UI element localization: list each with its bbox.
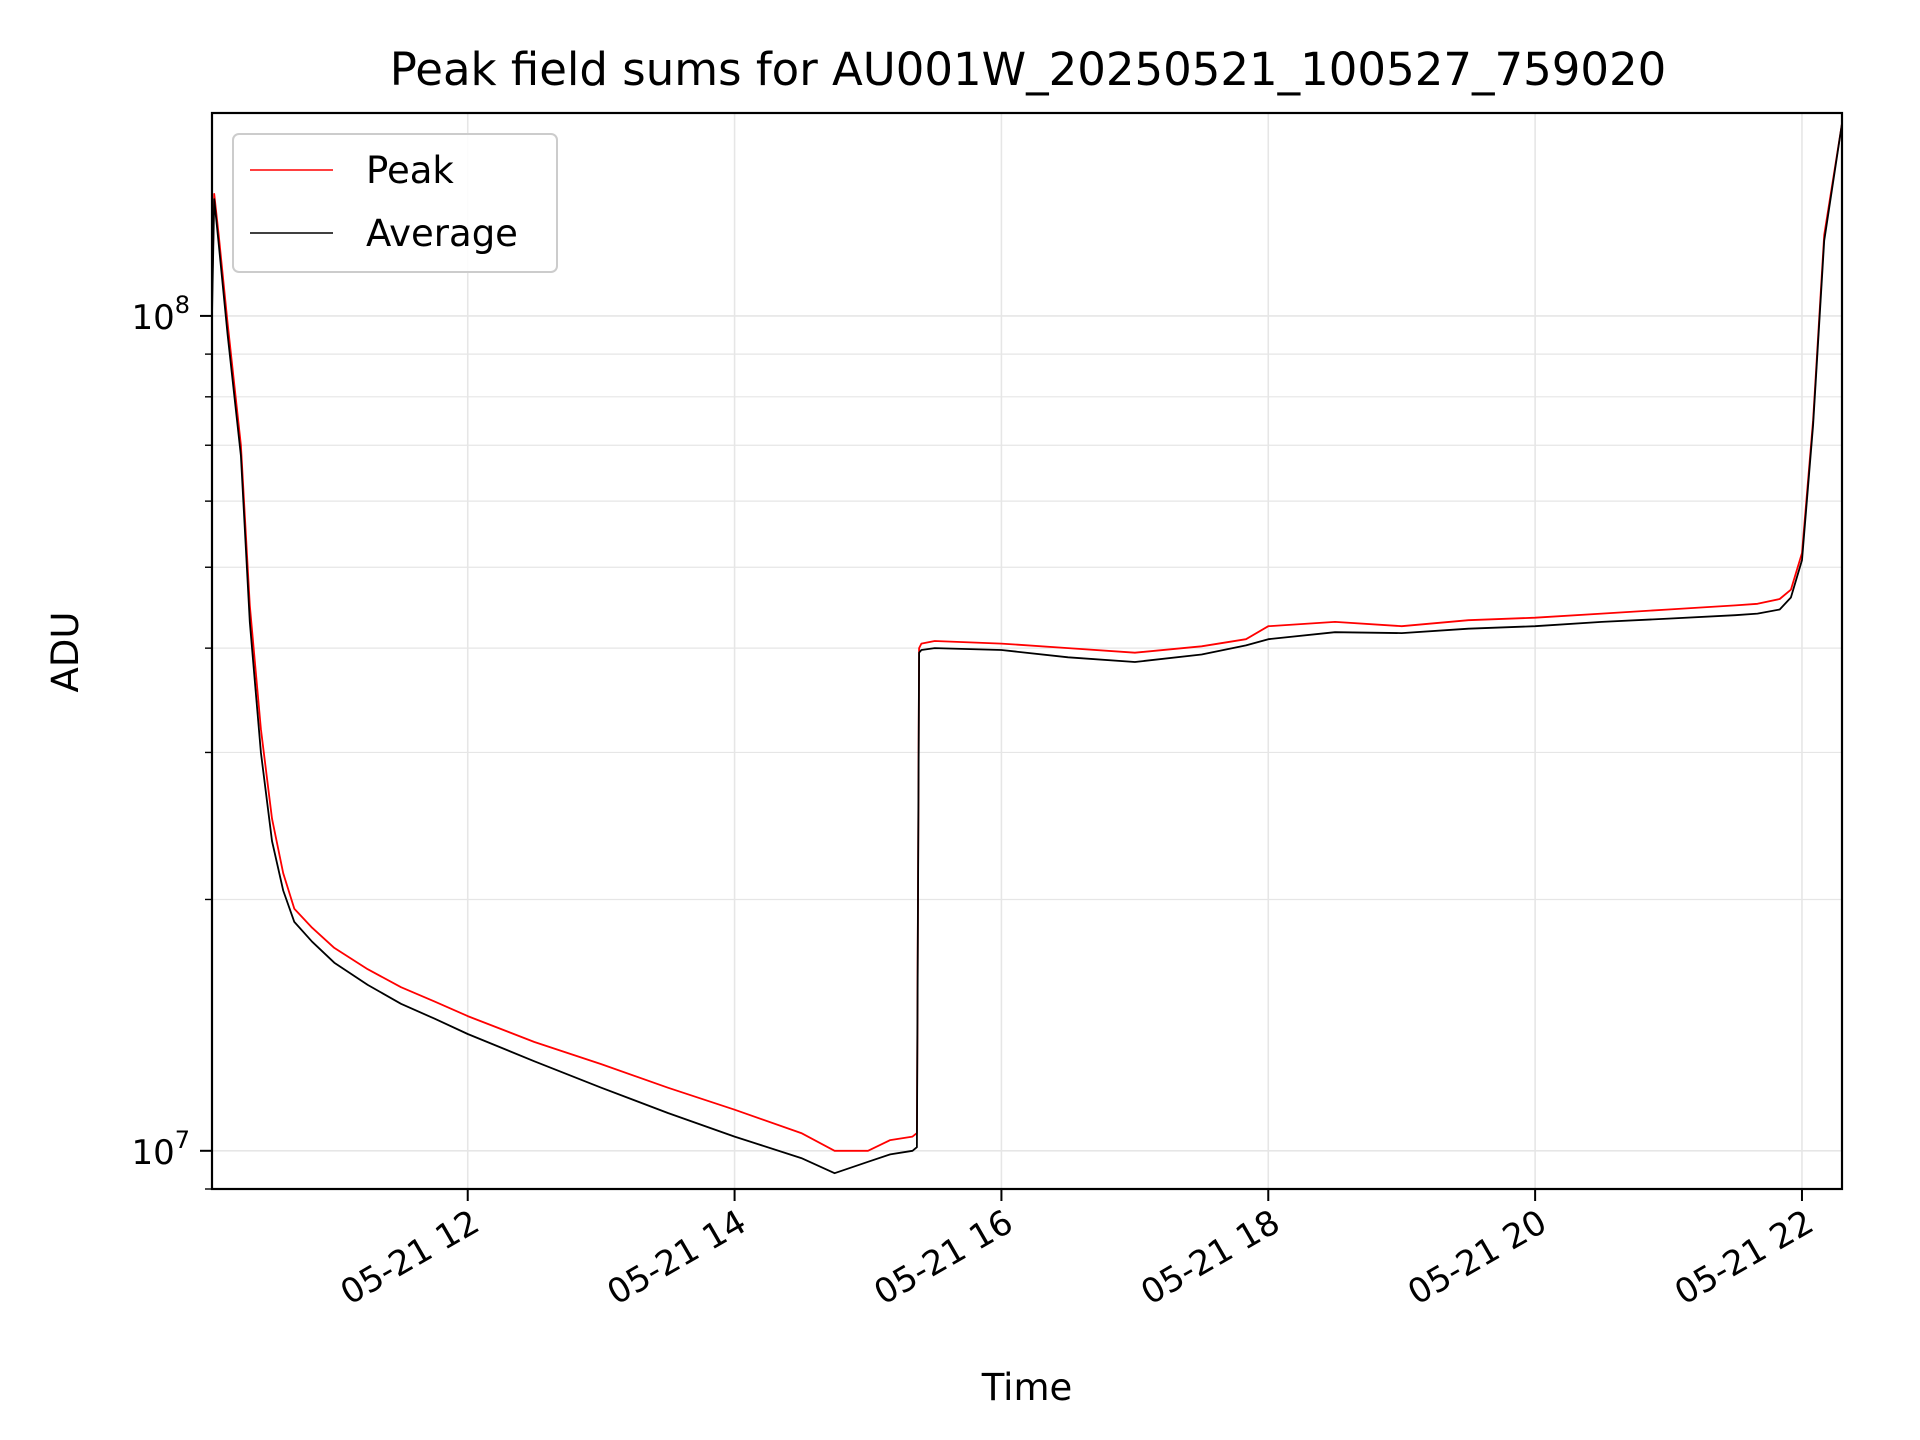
y-axis-label: ADU [44, 612, 87, 693]
series-line-average [212, 123, 1842, 1175]
legend-label-peak: Peak [366, 149, 454, 192]
y-tick-label: 108 [131, 291, 190, 338]
y-axis-ticks: 107 108 [131, 291, 212, 1190]
legend: Peak Average [232, 133, 558, 273]
x-axis-label: Time [981, 1366, 1073, 1409]
chart-title: Peak field sums for AU001W_20250521_1005… [390, 43, 1667, 96]
y-tick-label: 107 [131, 1126, 190, 1173]
grid-lines [212, 113, 1842, 1190]
series-layer [212, 123, 1842, 1175]
legend-label-average: Average [366, 212, 518, 255]
legend-box [232, 133, 558, 273]
plot-frame [210, 111, 1844, 1191]
series-line-peak [212, 123, 1842, 1152]
